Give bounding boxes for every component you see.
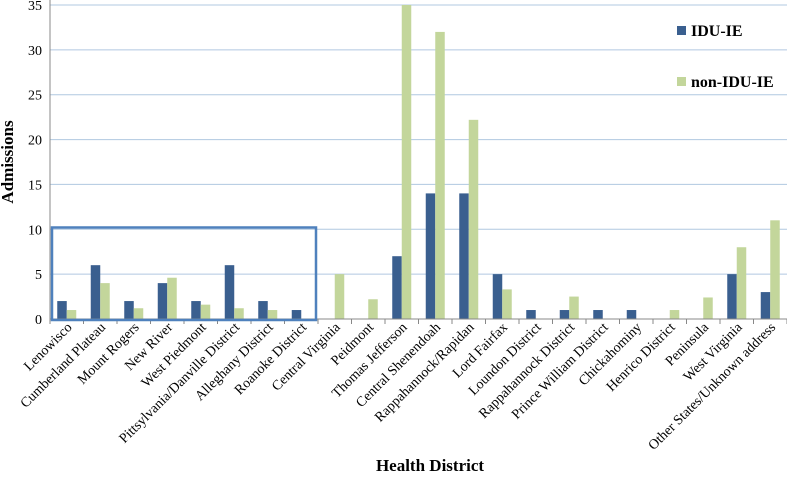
y-tick-label: 30 bbox=[28, 44, 42, 59]
y-tick-label: 15 bbox=[28, 178, 42, 193]
bar-idu-ie bbox=[191, 301, 201, 319]
bar-non-idu-ie bbox=[770, 220, 780, 319]
axes-group bbox=[49, 0, 787, 324]
bar-non-idu-ie bbox=[133, 308, 144, 319]
highlight-box bbox=[50, 226, 318, 322]
bar-non-idu-ie bbox=[669, 310, 680, 319]
y-axis-title: Admissions bbox=[0, 120, 17, 204]
bar-idu-ie bbox=[593, 310, 603, 319]
bar-idu-ie bbox=[291, 310, 302, 319]
bar-non-idu-ie bbox=[736, 247, 747, 319]
highlight-box-group bbox=[50, 226, 318, 322]
bar-non-idu-ie bbox=[267, 310, 278, 319]
bar-non-idu-ie bbox=[368, 299, 378, 319]
bar-non-idu-ie bbox=[66, 310, 77, 319]
y-tick-label: 35 bbox=[28, 0, 42, 14]
bar-non-idu-ie bbox=[401, 5, 412, 319]
gridlines bbox=[50, 4, 787, 275]
legend-label-non-idu-ie: non-IDU-IE bbox=[691, 74, 774, 91]
y-tick-label: 0 bbox=[35, 313, 42, 328]
bar-idu-ie bbox=[626, 310, 637, 319]
bar-non-idu-ie bbox=[703, 297, 713, 319]
bar-idu-ie bbox=[224, 265, 235, 319]
legend: IDU-IE non-IDU-IE bbox=[677, 23, 774, 91]
bar-non-idu-ie bbox=[468, 119, 479, 319]
bar-idu-ie bbox=[492, 274, 503, 319]
bar-non-idu-ie bbox=[200, 304, 211, 319]
bar-non-idu-ie bbox=[234, 308, 244, 319]
bar-idu-ie bbox=[90, 265, 101, 319]
bar-non-idu-ie bbox=[569, 296, 579, 319]
bar-non-idu-ie bbox=[502, 289, 512, 319]
bar-idu-ie bbox=[459, 193, 469, 319]
bar-idu-ie bbox=[526, 310, 536, 319]
bar-idu-ie bbox=[559, 310, 570, 319]
y-tick-label: 10 bbox=[28, 223, 42, 238]
y-tick-labels: 0 5 10 15 20 25 30 35 bbox=[28, 0, 42, 328]
legend-swatch-idu-ie bbox=[677, 26, 686, 35]
bar-idu-ie bbox=[392, 256, 402, 319]
bar-non-idu-ie bbox=[100, 283, 110, 319]
y-tick-label: 25 bbox=[28, 89, 42, 104]
legend-swatch-non-idu-ie bbox=[677, 77, 686, 86]
bars-group bbox=[57, 5, 780, 320]
bar-non-idu-ie bbox=[167, 277, 177, 319]
bar-idu-ie bbox=[124, 301, 134, 319]
y-tick-label: 5 bbox=[35, 268, 42, 283]
x-axis-title: Health District bbox=[376, 456, 484, 475]
bar-non-idu-ie bbox=[435, 31, 445, 320]
bar-idu-ie bbox=[57, 301, 67, 319]
y-tick-label: 20 bbox=[28, 134, 42, 149]
bar-non-idu-ie bbox=[334, 274, 345, 319]
legend-label-idu-ie: IDU-IE bbox=[691, 23, 743, 40]
bar-idu-ie bbox=[258, 301, 268, 319]
bar-idu-ie bbox=[727, 274, 737, 319]
bar-idu-ie bbox=[425, 193, 436, 319]
bar-idu-ie bbox=[157, 283, 168, 319]
bar-idu-ie bbox=[760, 292, 771, 319]
